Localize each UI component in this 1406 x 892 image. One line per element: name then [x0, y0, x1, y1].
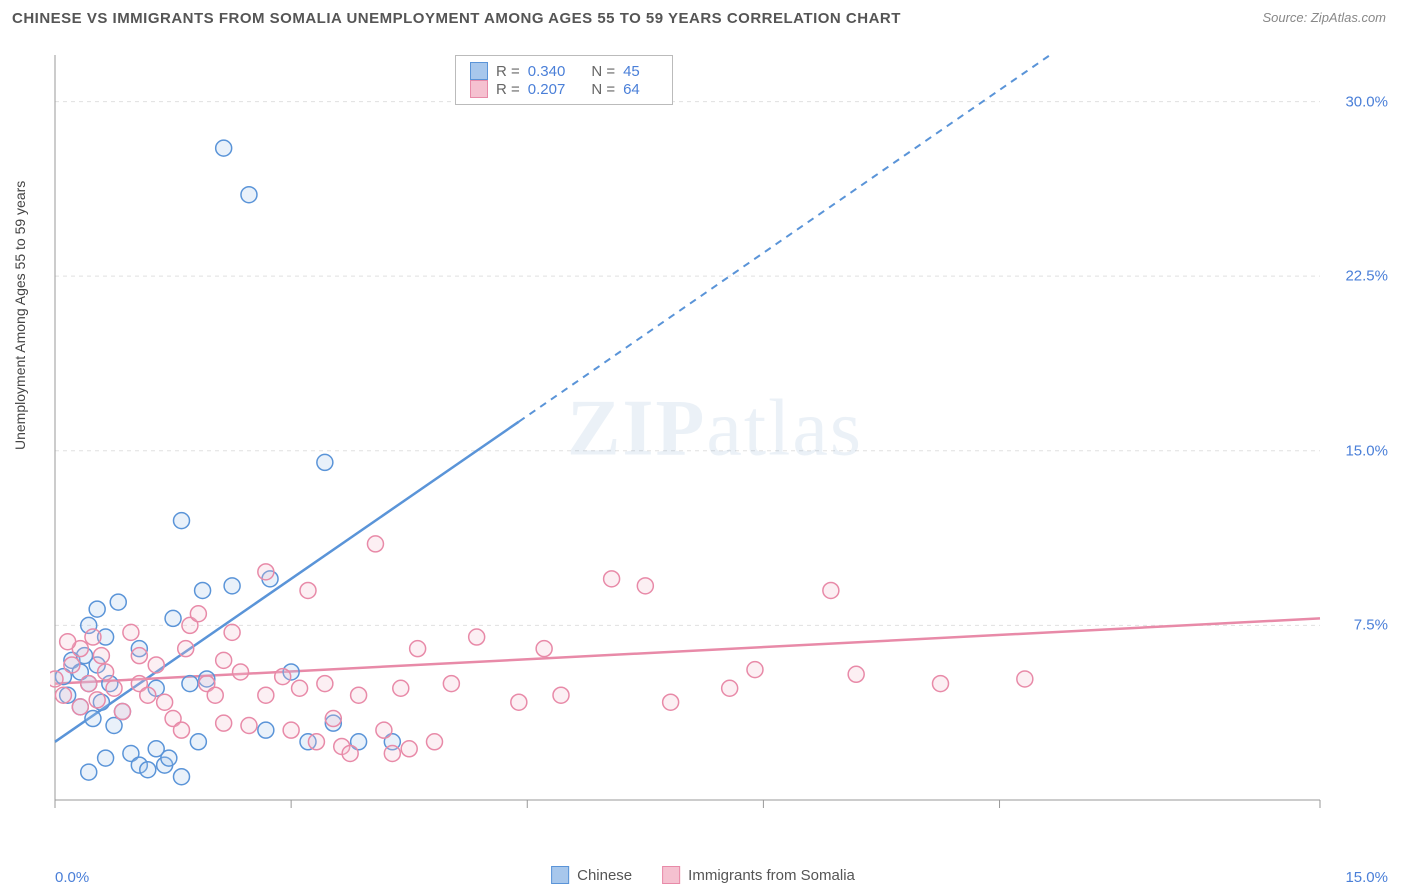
legend-swatch [470, 62, 488, 80]
y-axis-tick: 7.5% [1354, 617, 1388, 634]
correlation-legend: R = 0.340 N = 45 R = 0.207 N = 64 [455, 55, 673, 105]
y-axis-label: Unemployment Among Ages 55 to 59 years [12, 181, 28, 450]
legend-swatch [662, 866, 680, 884]
legend-row: R = 0.340 N = 45 [470, 62, 658, 80]
x-axis-tick-right: 15.0% [1345, 869, 1388, 886]
legend-r-label: R = [496, 81, 520, 98]
y-axis-tick: 22.5% [1345, 268, 1388, 285]
legend-swatch [551, 866, 569, 884]
legend-item: Immigrants from Somalia [662, 866, 855, 884]
legend-row: R = 0.207 N = 64 [470, 80, 658, 98]
legend-label: Immigrants from Somalia [688, 867, 855, 884]
legend-n-label: N = [591, 63, 615, 80]
x-axis-tick-left: 0.0% [55, 869, 89, 886]
legend-n-label: N = [591, 81, 615, 98]
legend-label: Chinese [577, 867, 632, 884]
legend-swatch [470, 80, 488, 98]
series-legend: Chinese Immigrants from Somalia [551, 866, 855, 884]
legend-item: Chinese [551, 866, 632, 884]
legend-r-label: R = [496, 63, 520, 80]
legend-r-value: 0.207 [528, 81, 566, 98]
chart-title: CHINESE VS IMMIGRANTS FROM SOMALIA UNEMP… [12, 10, 901, 27]
y-axis-tick: 15.0% [1345, 442, 1388, 459]
y-axis-tick: 30.0% [1345, 93, 1388, 110]
legend-r-value: 0.340 [528, 63, 566, 80]
chart-svg [50, 50, 1380, 840]
legend-n-value: 64 [623, 81, 640, 98]
legend-n-value: 45 [623, 63, 640, 80]
scatter-plot: ZIPatlas [50, 50, 1380, 840]
source-attribution: Source: ZipAtlas.com [1262, 10, 1386, 25]
